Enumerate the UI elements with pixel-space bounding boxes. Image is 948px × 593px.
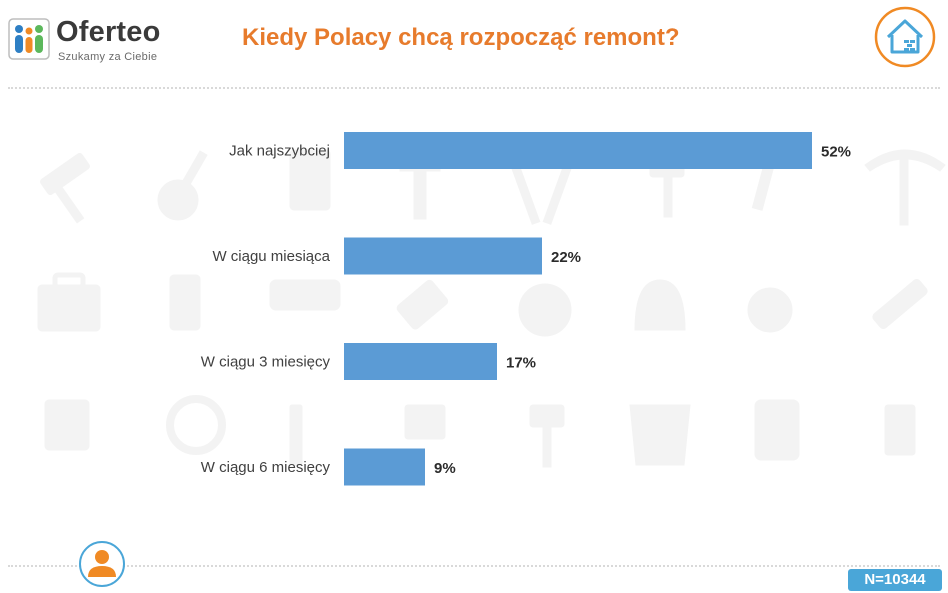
house-icon (874, 6, 936, 68)
page-title: Kiedy Polacy chcą rozpocząć remont? (242, 24, 680, 51)
category-label-3: W ciągu 3 miesięcy (201, 354, 331, 371)
sample-size-badge: N=10344 (848, 569, 942, 591)
category-label-2: W ciągu miesiąca (212, 248, 330, 265)
value-label-3: 17% (506, 355, 536, 372)
category-label-1: Jak najszybciej (229, 143, 330, 160)
oferteo-logo-icon (8, 18, 50, 60)
bar-2 (344, 237, 542, 275)
person-icon (79, 541, 125, 587)
tools-background-icon (37, 149, 946, 468)
brand-name: Oferteo (56, 16, 161, 48)
footer-divider (8, 565, 940, 567)
bar-4 (344, 448, 425, 486)
value-label-4: 9% (434, 460, 456, 477)
value-label-1: 52% (821, 144, 851, 161)
oferteo-logo[interactable]: Oferteo Szukamy za Ciebie (8, 14, 168, 64)
brand-tagline: Szukamy za Ciebie (58, 51, 158, 63)
header-divider (8, 87, 940, 89)
bar-1 (344, 132, 812, 169)
value-label-2: 22% (551, 249, 581, 266)
bar-3 (344, 343, 497, 380)
category-label-4: W ciągu 6 miesięcy (201, 459, 331, 476)
